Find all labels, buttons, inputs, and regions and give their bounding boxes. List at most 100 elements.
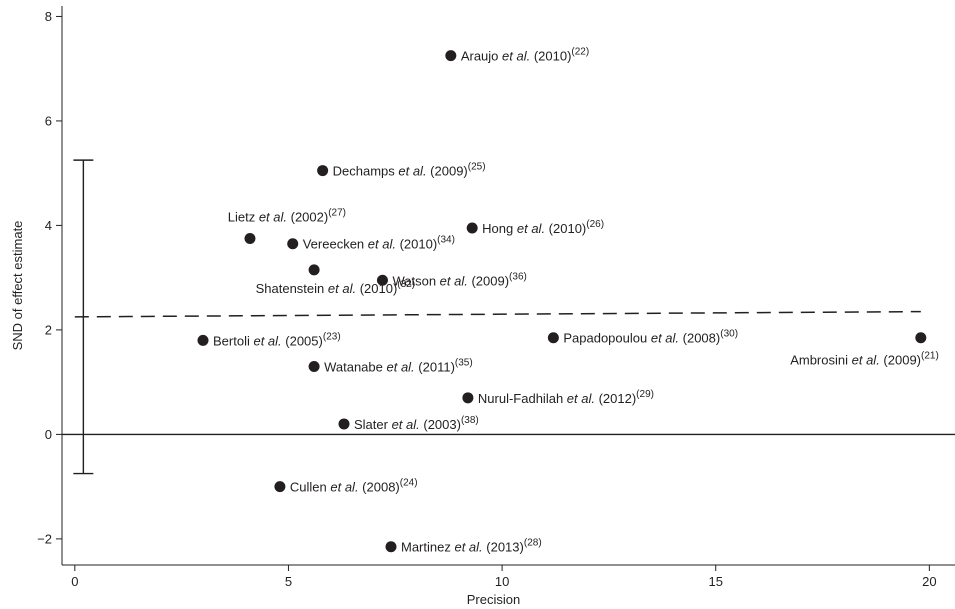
point-label-author: Watson	[392, 273, 439, 288]
point-label: Slater et al. (2003)(38)	[354, 415, 479, 432]
point-label-etal: et al.	[259, 209, 287, 224]
x-tick-label: 20	[922, 574, 936, 589]
point-label-etal: et al.	[517, 221, 545, 236]
point-label-ref: (21)	[921, 351, 939, 362]
point-label-author: Slater	[354, 417, 392, 432]
point-label-author: Hong	[482, 221, 517, 236]
point-label-author: Cullen	[290, 480, 330, 495]
y-tick-label: 8	[45, 9, 52, 24]
data-point	[376, 274, 388, 286]
x-axis-title: Precision	[467, 592, 520, 607]
data-points	[197, 50, 927, 553]
point-label-ref: (26)	[586, 219, 604, 230]
point-label-author: Nurul-Fadhilah	[478, 391, 567, 406]
point-label-etal: et al.	[330, 480, 358, 495]
data-point	[317, 165, 329, 177]
y-tick-label: 4	[45, 218, 52, 233]
point-label: Dechamps et al. (2009)(25)	[333, 162, 486, 179]
point-label-year: (2013)	[483, 540, 524, 555]
data-point	[915, 332, 927, 344]
y-axis-title: SND of effect estimate	[10, 221, 25, 351]
point-label: Bertoli et al. (2005)(23)	[213, 331, 341, 348]
point-label: Watson et al. (2009)(36)	[392, 271, 526, 288]
point-label-etal: et al.	[392, 417, 420, 432]
point-label-author: Shatenstein	[256, 281, 328, 296]
point-label-etal: et al.	[502, 49, 530, 64]
y-tick-label: −2	[37, 531, 52, 546]
point-label: Cullen et al. (2008)(24)	[290, 478, 418, 495]
point-label-ref: (35)	[455, 357, 473, 368]
point-label-etal: et al.	[398, 164, 426, 179]
regression-line	[74, 310, 921, 318]
point-label-year: (2012)	[595, 391, 636, 406]
point-label-year: (2010)	[356, 281, 397, 296]
data-point	[385, 541, 397, 553]
data-point	[462, 392, 474, 404]
point-label-year: (2009)	[880, 353, 921, 368]
point-label-ref: (34)	[437, 235, 455, 246]
data-point	[466, 222, 478, 234]
point-label-ref: (27)	[328, 207, 346, 218]
data-point	[197, 334, 209, 346]
point-label-year: (2010)	[545, 221, 586, 236]
x-tick-label: 15	[708, 574, 722, 589]
point-label-ref: (25)	[468, 162, 486, 173]
data-point	[338, 418, 350, 430]
point-label-year: (2002)	[287, 209, 328, 224]
point-label-year: (2003)	[420, 417, 461, 432]
point-label-year: (2009)	[468, 273, 509, 288]
point-label: Vereecken et al. (2010)(34)	[303, 235, 455, 252]
data-point	[445, 50, 457, 62]
point-label-etal: et al.	[253, 333, 281, 348]
data-point	[274, 481, 286, 493]
point-label: Ambrosini et al. (2009)(21)	[790, 351, 939, 368]
point-label-ref: (22)	[571, 47, 589, 58]
data-point	[308, 360, 320, 372]
point-label-author: Araujo	[461, 49, 502, 64]
point-label-ref: (28)	[524, 538, 542, 549]
y-tick-label: 2	[45, 322, 52, 337]
point-label-year: (2005)	[282, 333, 323, 348]
point-label: Nurul-Fadhilah et al. (2012)(29)	[478, 389, 654, 406]
point-label-etal: et al.	[454, 540, 482, 555]
point-label-etal: et al.	[328, 281, 356, 296]
point-label: Lietz et al. (2002)(27)	[228, 207, 346, 224]
point-label-author: Papadopoulou	[563, 331, 650, 346]
point-label-etal: et al.	[651, 331, 679, 346]
point-label-author: Watanabe	[324, 359, 386, 374]
point-label: Martinez et al. (2013)(28)	[401, 538, 542, 555]
point-label: Shatenstein et al. (2010)(32)	[256, 279, 415, 296]
point-label-year: (2009)	[427, 164, 468, 179]
point-labels: Araujo et al. (2010)(22)Dechamps et al. …	[213, 47, 939, 555]
point-label: Araujo et al. (2010)(22)	[461, 47, 589, 64]
point-label-year: (2011)	[415, 359, 455, 374]
axes: 0 5 10 15 20 −2 0 2 4 6 8	[37, 6, 955, 589]
point-label-year: (2010)	[530, 49, 571, 64]
point-label-ref: (32)	[397, 279, 415, 290]
data-point	[287, 238, 299, 250]
point-label-year: (2010)	[396, 237, 437, 252]
point-label-year: (2008)	[679, 331, 720, 346]
x-tick-label: 5	[285, 574, 292, 589]
x-tick-label: 10	[495, 574, 509, 589]
point-label-author: Vereecken	[303, 237, 368, 252]
point-label: Hong et al. (2010)(26)	[482, 219, 604, 236]
data-point	[308, 264, 320, 276]
reference-lines	[62, 310, 955, 436]
data-point	[547, 332, 559, 344]
point-label-author: Bertoli	[213, 333, 253, 348]
data-point	[244, 232, 256, 244]
point-label-author: Martinez	[401, 540, 454, 555]
point-label-etal: et al.	[852, 353, 880, 368]
point-label-ref: (38)	[461, 415, 479, 426]
y-tick-label: 6	[45, 113, 52, 128]
point-label-etal: et al.	[440, 273, 468, 288]
point-label-author: Lietz	[228, 209, 259, 224]
point-label-author: Dechamps	[333, 164, 399, 179]
point-label: Papadopoulou et al. (2008)(30)	[563, 329, 738, 346]
point-label-etal: et al.	[567, 391, 595, 406]
point-label-ref: (23)	[323, 331, 341, 342]
point-label-ref: (24)	[400, 478, 418, 489]
point-label-ref: (29)	[636, 389, 654, 400]
